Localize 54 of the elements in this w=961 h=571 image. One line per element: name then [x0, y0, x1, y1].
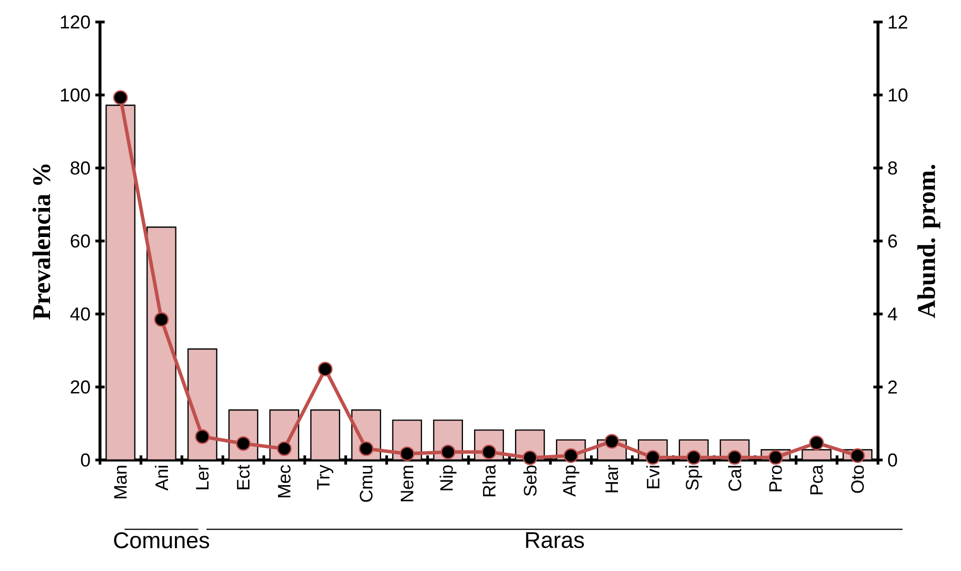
point [236, 436, 251, 451]
y2-tick-label: 4 [888, 308, 898, 320]
x-tick-label: Nip [440, 465, 456, 490]
y2-tick-label: 8 [888, 161, 897, 175]
point [358, 441, 374, 456]
x-tick-label: Har [606, 465, 618, 492]
y-tick-label: 0 [80, 453, 90, 467]
point [727, 450, 742, 465]
y2-tick-label: 10 [888, 88, 908, 102]
x-tick-label: Try [317, 464, 334, 490]
text: Comunes [114, 532, 210, 548]
point [850, 448, 865, 463]
x-tick-label: Man [114, 466, 127, 498]
x-tick-label: Pro [769, 465, 782, 492]
point [276, 441, 292, 456]
y2-tick-label: 0 [888, 453, 898, 467]
point [768, 450, 783, 465]
point [318, 362, 333, 376]
y-tick-label: 60 [70, 234, 90, 248]
point [113, 90, 128, 105]
x-tick-label: Ahp [562, 465, 580, 497]
text: Raras [526, 532, 584, 548]
y2-tick-label: 6 [888, 234, 897, 248]
point [686, 450, 702, 465]
point [154, 312, 169, 327]
point [400, 446, 414, 462]
x-tick-label: Nem [400, 466, 414, 502]
x-tick-label: Evi [646, 466, 660, 488]
y2-tick-label: 12 [888, 15, 908, 29]
x-tick-label: Ler [196, 465, 209, 490]
x-tick-label: Ect [237, 464, 250, 490]
y-axis-title: Prevalencia % [32, 164, 50, 320]
point [809, 435, 824, 450]
y2-axis-title: Abund. prom. [917, 164, 940, 318]
y2-tick-label: 2 [888, 380, 897, 394]
y-tick-label: 120 [60, 15, 90, 29]
x-tick-label: Mec [278, 465, 291, 498]
x-tick-label: Pca [810, 464, 823, 494]
x-tick-label: Cal [728, 466, 742, 491]
point [522, 450, 538, 466]
y-tick-label: 40 [70, 307, 90, 321]
x-tick-label: Cmu [360, 466, 373, 502]
y-tick-label: 20 [70, 380, 90, 394]
x-tick-label: Seb [523, 465, 537, 496]
point [195, 429, 210, 444]
point [604, 434, 620, 449]
point [440, 444, 456, 460]
y-tick-label: 100 [60, 88, 90, 102]
point [645, 450, 660, 465]
x-tick-label: Oto [851, 465, 864, 493]
y-tick-label: 80 [70, 161, 90, 175]
x-tick-label: Rha [482, 464, 496, 496]
x-tick-label: Spi [685, 466, 702, 490]
x-tick-label: Ani [154, 466, 168, 491]
